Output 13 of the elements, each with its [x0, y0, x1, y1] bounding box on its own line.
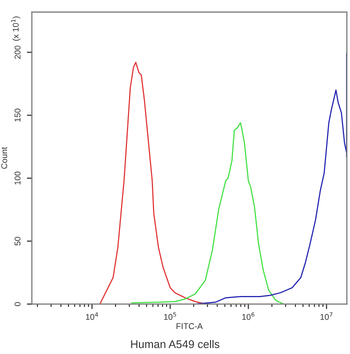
x-tick-label: 10$^{6}$ [242, 312, 254, 320]
y-tick-label: 150 [14, 108, 20, 122]
x-tick-label: 10$^{7}$ [320, 312, 332, 320]
y-tick-label: 200 [14, 46, 20, 59]
text: (x 10$^{1}$) [11, 16, 20, 41]
y-axis-title: Count [1, 147, 8, 169]
text: Human A549 cells [131, 340, 220, 348]
x-tick-label: 10$^{5}$ [164, 312, 176, 320]
y-tick-label: 100 [14, 172, 20, 185]
y-tick-label: 50 [14, 236, 20, 246]
y-tick-label: 0 [14, 302, 20, 306]
x-tick-label: 10$^{4}$ [86, 312, 98, 320]
x-axis-title: FITC-A [176, 323, 203, 330]
